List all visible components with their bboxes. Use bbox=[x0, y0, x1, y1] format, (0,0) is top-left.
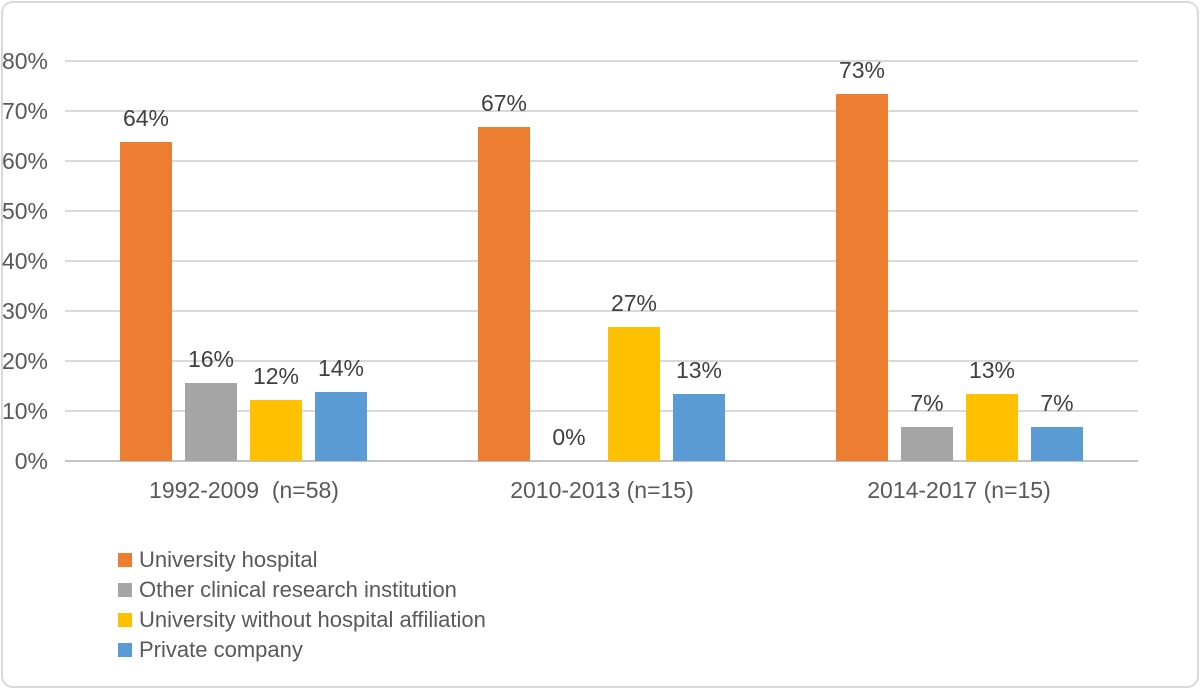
bar-university-hospital-group-3 bbox=[836, 94, 888, 461]
legend-label: Private company bbox=[139, 637, 303, 662]
data-label-university-without-hospital-affiliation-group-3: 13% bbox=[968, 357, 1016, 383]
legend-item: Private company bbox=[118, 635, 486, 665]
y-tick-label-50: 50% bbox=[1, 198, 48, 224]
category-label-1: 1992-2009 (n=58) bbox=[149, 477, 339, 503]
gridline-40 bbox=[65, 260, 1138, 262]
data-label-other-clinical-research-institution-group-1: 16% bbox=[187, 346, 235, 372]
bar-university-without-hospital-affiliation-group-1 bbox=[250, 400, 302, 461]
legend-item: University without hospital affiliation bbox=[118, 605, 486, 635]
y-tick-label-40: 40% bbox=[1, 248, 48, 274]
bar-university-hospital-group-1 bbox=[120, 142, 172, 461]
bar-university-without-hospital-affiliation-group-3 bbox=[966, 394, 1018, 461]
gridline-30 bbox=[65, 310, 1138, 312]
y-tick-label-70: 70% bbox=[1, 98, 48, 124]
bar-private-company-group-3 bbox=[1031, 427, 1083, 461]
legend-label: Other clinical research institution bbox=[139, 577, 457, 602]
y-tick-label-20: 20% bbox=[1, 348, 48, 374]
y-tick-label-30: 30% bbox=[1, 298, 48, 324]
gridline-20 bbox=[65, 360, 1138, 362]
legend-swatch-icon bbox=[118, 583, 132, 597]
data-label-private-company-group-1: 14% bbox=[317, 355, 365, 381]
y-tick-label-60: 60% bbox=[1, 148, 48, 174]
y-tick-label-80: 80% bbox=[1, 48, 48, 74]
y-tick-label-10: 10% bbox=[1, 398, 48, 424]
bar-other-clinical-research-institution-group-3 bbox=[901, 427, 953, 461]
legend-item: Other clinical research institution bbox=[118, 575, 486, 605]
bar-university-hospital-group-2 bbox=[478, 127, 530, 461]
bar-private-company-group-1 bbox=[315, 392, 367, 461]
legend-swatch-icon bbox=[118, 553, 132, 567]
gridline-10 bbox=[65, 410, 1138, 412]
data-label-other-clinical-research-institution-group-2: 0% bbox=[552, 424, 586, 450]
data-label-university-without-hospital-affiliation-group-1: 12% bbox=[252, 363, 300, 389]
y-tick-label-0: 0% bbox=[14, 448, 48, 474]
gridline-70 bbox=[65, 110, 1138, 112]
data-label-other-clinical-research-institution-group-3: 7% bbox=[910, 390, 944, 416]
data-label-university-hospital-group-1: 64% bbox=[122, 105, 170, 131]
data-label-private-company-group-3: 7% bbox=[1040, 390, 1074, 416]
x-axis-line bbox=[65, 460, 1138, 462]
gridline-60 bbox=[65, 160, 1138, 162]
legend-swatch-icon bbox=[118, 643, 132, 657]
legend-swatch-icon bbox=[118, 613, 132, 627]
legend: University hospital Other clinical resea… bbox=[118, 545, 486, 665]
legend-item: University hospital bbox=[118, 545, 486, 575]
data-label-university-hospital-group-2: 67% bbox=[480, 90, 528, 116]
data-label-private-company-group-2: 13% bbox=[675, 357, 723, 383]
data-label-university-without-hospital-affiliation-group-2: 27% bbox=[610, 290, 658, 316]
legend-label: University hospital bbox=[139, 547, 318, 572]
bar-other-clinical-research-institution-group-1 bbox=[185, 383, 237, 461]
category-label-3: 2014-2017 (n=15) bbox=[867, 477, 1051, 503]
category-label-2: 2010-2013 (n=15) bbox=[510, 477, 694, 503]
bar-university-without-hospital-affiliation-group-2 bbox=[608, 327, 660, 461]
data-label-university-hospital-group-3: 73% bbox=[838, 57, 886, 83]
bar-private-company-group-2 bbox=[673, 394, 725, 461]
gridline-50 bbox=[65, 210, 1138, 212]
legend-label: University without hospital affiliation bbox=[139, 607, 486, 632]
gridline-80 bbox=[65, 60, 1138, 62]
